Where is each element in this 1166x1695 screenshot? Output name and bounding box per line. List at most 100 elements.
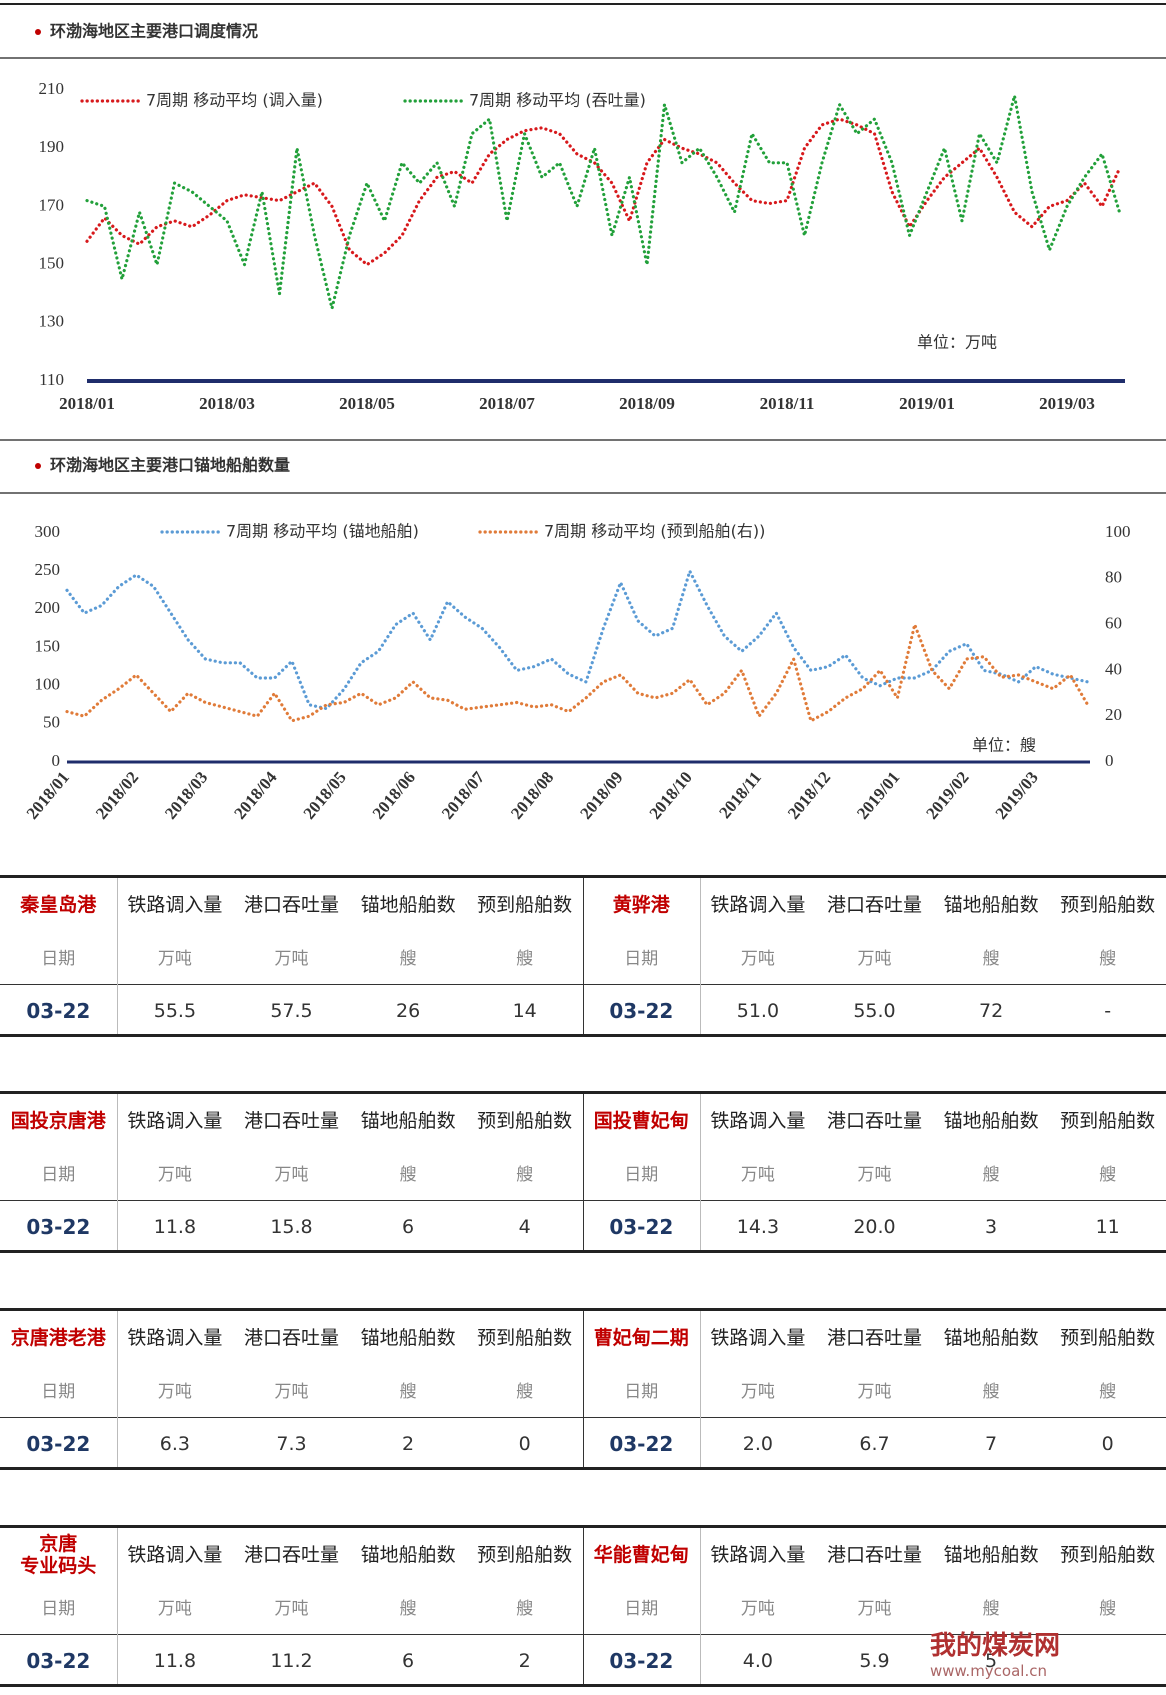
value: - bbox=[1104, 1000, 1112, 1022]
value: 3 bbox=[985, 1216, 998, 1238]
column-header: 铁路调入量 bbox=[127, 1544, 223, 1566]
port-name: 黄骅港 bbox=[612, 894, 670, 916]
value: 2.0 bbox=[742, 1433, 773, 1455]
y-tick-label: 0 bbox=[52, 751, 61, 770]
y2-tick-label: 40 bbox=[1105, 659, 1122, 678]
x-tick-label: 2018/01 bbox=[59, 394, 115, 413]
y2-tick-label: 80 bbox=[1105, 568, 1122, 587]
x-tick-label: 2018/03 bbox=[199, 394, 255, 413]
value: 6 bbox=[402, 1650, 415, 1672]
y2-tick-label: 100 bbox=[1105, 522, 1131, 541]
y-tick-label: 130 bbox=[39, 312, 65, 331]
x-tick-label: 2018/09 bbox=[619, 394, 675, 413]
col-rule bbox=[116, 878, 118, 1034]
y-tick-label: 110 bbox=[39, 370, 64, 389]
value: 2 bbox=[518, 1650, 531, 1672]
legend-label: 7周期 移动平均 (吞吐量) bbox=[469, 91, 646, 110]
col-rule bbox=[583, 1311, 584, 1467]
unit: 艘 bbox=[399, 949, 417, 969]
date: 03-22 bbox=[26, 999, 91, 1023]
series-line bbox=[65, 623, 1090, 723]
unit: 艘 bbox=[516, 1165, 534, 1185]
column-header: 锚地船舶数 bbox=[943, 1327, 1039, 1349]
y-tick-label: 150 bbox=[39, 254, 65, 273]
series-line bbox=[65, 569, 1090, 711]
y2-tick-label: 0 bbox=[1105, 751, 1114, 770]
value: 15.8 bbox=[270, 1216, 313, 1238]
value: 55.0 bbox=[853, 1000, 896, 1022]
y-tick-label: 200 bbox=[35, 598, 61, 617]
col-rule bbox=[116, 1094, 118, 1250]
value: 5.9 bbox=[859, 1650, 890, 1672]
value: 6.3 bbox=[159, 1433, 190, 1455]
charts: 环渤海地区主要港口调度情况 110 130 150 170 190 210 2018/01 20… bbox=[0, 3, 1166, 823]
unit: 艘 bbox=[982, 949, 1000, 969]
y2-tick-label: 60 bbox=[1105, 614, 1122, 633]
unit: 艘 bbox=[516, 1599, 534, 1619]
date: 03-22 bbox=[26, 1649, 91, 1673]
watermark-name: 我的煤炭网 bbox=[930, 1631, 1061, 1661]
unit: 万吨 bbox=[740, 949, 775, 969]
chart-title: 环渤海地区主要港口调度情况 bbox=[50, 22, 258, 41]
unit: 艘 bbox=[982, 1165, 1000, 1185]
series-line bbox=[85, 117, 1122, 267]
column-header: 预到船舶数 bbox=[1060, 1110, 1156, 1132]
column-header: 铁路调入量 bbox=[710, 1327, 806, 1349]
value: 11.2 bbox=[270, 1650, 313, 1672]
legend-label: 7周期 移动平均 (锚地船舶) bbox=[226, 522, 419, 541]
col-rule bbox=[583, 878, 584, 1034]
watermark-url: www.mycoal.cn bbox=[930, 1662, 1047, 1680]
date-label: 日期 bbox=[41, 949, 76, 969]
unit: 艘 bbox=[1099, 1599, 1117, 1619]
date-label: 日期 bbox=[624, 949, 659, 969]
port-name: 京唐港老港 bbox=[10, 1327, 106, 1349]
col-rule bbox=[699, 1528, 701, 1684]
value: 4.0 bbox=[742, 1650, 773, 1672]
value: 11.8 bbox=[153, 1216, 197, 1238]
column-header: 港口吞吐量 bbox=[243, 894, 339, 916]
unit: 艘 bbox=[516, 1382, 534, 1402]
value: 72 bbox=[979, 1000, 1004, 1022]
bullet bbox=[35, 463, 41, 469]
column-header: 预到船舶数 bbox=[1060, 1327, 1156, 1349]
unit: 万吨 bbox=[740, 1382, 775, 1402]
unit: 万吨 bbox=[857, 1165, 892, 1185]
column-header: 港口吞吐量 bbox=[826, 1327, 922, 1349]
value: 0 bbox=[518, 1433, 531, 1455]
column-header: 港口吞吐量 bbox=[243, 1544, 339, 1566]
col-rule bbox=[116, 1528, 118, 1684]
port-name: 秦皇岛港 bbox=[20, 894, 97, 916]
unit: 万吨 bbox=[740, 1165, 775, 1185]
column-header: 铁路调入量 bbox=[127, 894, 223, 916]
watermark: 我的煤炭网 www.mycoal.cn bbox=[930, 1625, 1060, 1680]
column-header: 锚地船舶数 bbox=[360, 1327, 456, 1349]
unit: 艘 bbox=[1099, 1165, 1117, 1185]
bullet bbox=[35, 29, 41, 35]
date-label: 日期 bbox=[41, 1165, 76, 1185]
value: 7 bbox=[985, 1433, 998, 1455]
date: 03-22 bbox=[609, 1215, 674, 1239]
col-rule bbox=[583, 1094, 584, 1250]
column-header: 预到船舶数 bbox=[477, 1327, 573, 1349]
y-tick-label: 170 bbox=[39, 195, 65, 214]
value: 11 bbox=[1095, 1216, 1120, 1238]
unit-label: 单位：艘 bbox=[972, 736, 1036, 755]
column-header: 预到船舶数 bbox=[477, 1544, 573, 1566]
unit: 艘 bbox=[1099, 1382, 1117, 1402]
value: 14 bbox=[512, 1000, 537, 1022]
value: 4 bbox=[518, 1216, 531, 1238]
value: 5 bbox=[985, 1650, 998, 1672]
y2-tick-label: 20 bbox=[1105, 705, 1122, 724]
col-rule bbox=[699, 1311, 701, 1467]
y-tick-label: 50 bbox=[43, 713, 60, 732]
unit: 万吨 bbox=[274, 1382, 309, 1402]
x-tick-label: 2018/11 bbox=[760, 394, 815, 413]
date-label: 日期 bbox=[41, 1382, 76, 1402]
x-tick-label: 2018/05 bbox=[339, 394, 395, 413]
unit-label: 单位：万吨 bbox=[917, 333, 997, 352]
value: 20.0 bbox=[853, 1216, 896, 1238]
port-name: 国投曹妃甸 bbox=[593, 1110, 689, 1132]
column-header: 港口吞吐量 bbox=[243, 1327, 339, 1349]
